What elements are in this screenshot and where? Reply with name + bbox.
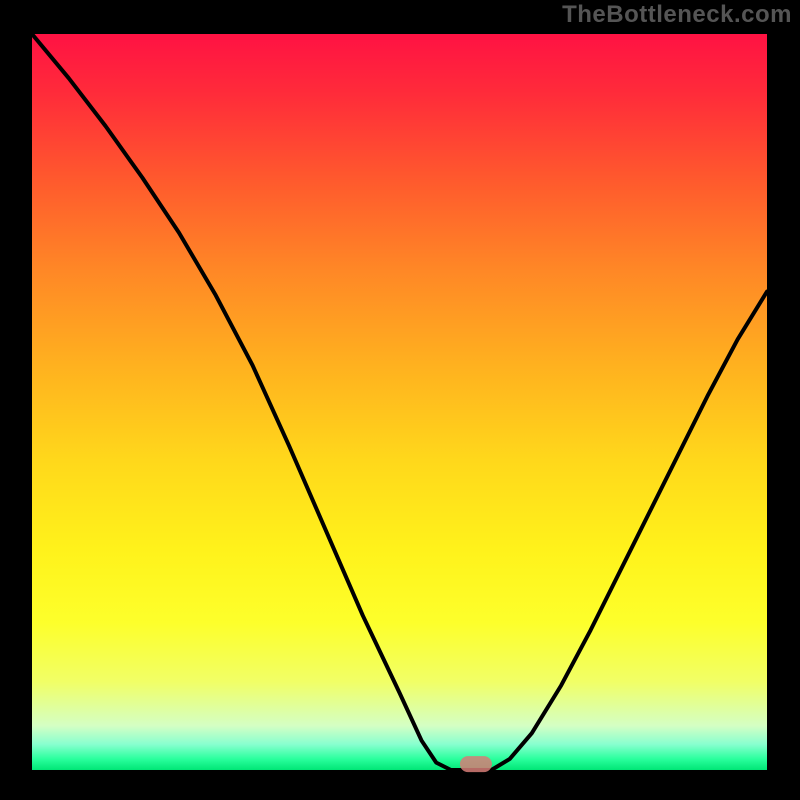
optimal-marker (460, 756, 492, 772)
chart-stage: TheBottleneck.com (0, 0, 800, 800)
plot-background (32, 34, 767, 770)
bottleneck-chart (0, 0, 800, 800)
